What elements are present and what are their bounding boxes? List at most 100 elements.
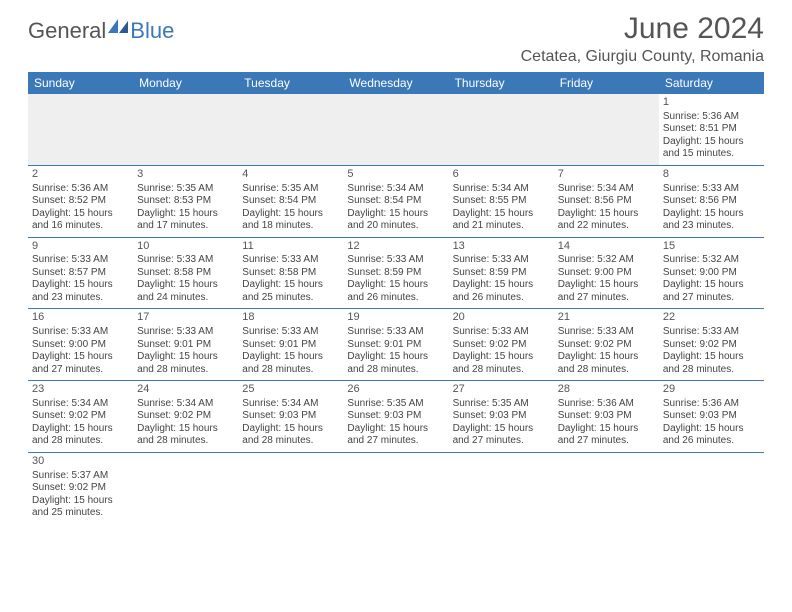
sunrise-line: Sunrise: 5:33 AM [32, 254, 129, 267]
daylight-line: Daylight: 15 hours and 27 minutes. [558, 279, 655, 304]
sunset-line: Sunset: 9:02 PM [137, 410, 234, 423]
calendar-cell: 1Sunrise: 5:36 AMSunset: 8:51 PMDaylight… [659, 94, 764, 165]
calendar-cell: 30Sunrise: 5:37 AMSunset: 9:02 PMDayligh… [28, 452, 133, 523]
calendar-cell: 9Sunrise: 5:33 AMSunset: 8:57 PMDaylight… [28, 237, 133, 309]
sunrise-line: Sunrise: 5:34 AM [32, 398, 129, 411]
location: Cetatea, Giurgiu County, Romania [521, 48, 764, 66]
calendar-cell: 7Sunrise: 5:34 AMSunset: 8:56 PMDaylight… [554, 165, 659, 237]
calendar-cell: 25Sunrise: 5:34 AMSunset: 9:03 PMDayligh… [238, 381, 343, 453]
day-header: Monday [133, 72, 238, 94]
sunrise-line: Sunrise: 5:37 AM [32, 470, 129, 483]
calendar-cell [343, 94, 448, 165]
daylight-line: Daylight: 15 hours and 28 minutes. [137, 351, 234, 376]
sunrise-line: Sunrise: 5:33 AM [137, 326, 234, 339]
logo-text-general: General [28, 18, 106, 44]
sunset-line: Sunset: 9:00 PM [663, 267, 760, 280]
day-number: 1 [663, 96, 760, 110]
daylight-line: Daylight: 15 hours and 27 minutes. [558, 423, 655, 448]
month-title: June 2024 [521, 12, 764, 46]
calendar-cell [133, 94, 238, 165]
calendar-cell: 26Sunrise: 5:35 AMSunset: 9:03 PMDayligh… [343, 381, 448, 453]
calendar-cell: 5Sunrise: 5:34 AMSunset: 8:54 PMDaylight… [343, 165, 448, 237]
day-number: 21 [558, 311, 655, 325]
calendar-cell [238, 452, 343, 523]
day-number: 15 [663, 240, 760, 254]
daylight-line: Daylight: 15 hours and 28 minutes. [242, 423, 339, 448]
calendar-cell: 29Sunrise: 5:36 AMSunset: 9:03 PMDayligh… [659, 381, 764, 453]
sunrise-line: Sunrise: 5:35 AM [453, 398, 550, 411]
sunrise-line: Sunrise: 5:34 AM [137, 398, 234, 411]
sunrise-line: Sunrise: 5:33 AM [663, 183, 760, 196]
day-number: 6 [453, 168, 550, 182]
sunset-line: Sunset: 9:00 PM [558, 267, 655, 280]
sunrise-line: Sunrise: 5:34 AM [242, 398, 339, 411]
calendar-cell: 8Sunrise: 5:33 AMSunset: 8:56 PMDaylight… [659, 165, 764, 237]
sunset-line: Sunset: 8:55 PM [453, 195, 550, 208]
sunset-line: Sunset: 9:02 PM [558, 339, 655, 352]
daylight-line: Daylight: 15 hours and 23 minutes. [32, 279, 129, 304]
calendar-cell: 28Sunrise: 5:36 AMSunset: 9:03 PMDayligh… [554, 381, 659, 453]
day-number: 22 [663, 311, 760, 325]
day-number: 26 [347, 383, 444, 397]
calendar-cell: 22Sunrise: 5:33 AMSunset: 9:02 PMDayligh… [659, 309, 764, 381]
day-number: 17 [137, 311, 234, 325]
sunset-line: Sunset: 8:52 PM [32, 195, 129, 208]
daylight-line: Daylight: 15 hours and 28 minutes. [137, 423, 234, 448]
daylight-line: Daylight: 15 hours and 28 minutes. [558, 351, 655, 376]
calendar-row: 9Sunrise: 5:33 AMSunset: 8:57 PMDaylight… [28, 237, 764, 309]
day-number: 24 [137, 383, 234, 397]
day-number: 27 [453, 383, 550, 397]
daylight-line: Daylight: 15 hours and 26 minutes. [453, 279, 550, 304]
sunrise-line: Sunrise: 5:36 AM [663, 111, 760, 124]
day-number: 30 [32, 455, 129, 469]
sunrise-line: Sunrise: 5:36 AM [558, 398, 655, 411]
day-header: Friday [554, 72, 659, 94]
day-header: Saturday [659, 72, 764, 94]
sunrise-line: Sunrise: 5:33 AM [663, 326, 760, 339]
sunset-line: Sunset: 9:03 PM [453, 410, 550, 423]
daylight-line: Daylight: 15 hours and 28 minutes. [32, 423, 129, 448]
calendar-cell: 14Sunrise: 5:32 AMSunset: 9:00 PMDayligh… [554, 237, 659, 309]
daylight-line: Daylight: 15 hours and 21 minutes. [453, 208, 550, 233]
sunset-line: Sunset: 8:59 PM [347, 267, 444, 280]
day-header: Tuesday [238, 72, 343, 94]
sunset-line: Sunset: 9:01 PM [242, 339, 339, 352]
sunset-line: Sunset: 9:03 PM [663, 410, 760, 423]
daylight-line: Daylight: 15 hours and 18 minutes. [242, 208, 339, 233]
calendar-row: 2Sunrise: 5:36 AMSunset: 8:52 PMDaylight… [28, 165, 764, 237]
calendar-cell [28, 94, 133, 165]
calendar-cell: 20Sunrise: 5:33 AMSunset: 9:02 PMDayligh… [449, 309, 554, 381]
day-header-row: SundayMondayTuesdayWednesdayThursdayFrid… [28, 72, 764, 94]
day-number: 10 [137, 240, 234, 254]
day-number: 11 [242, 240, 339, 254]
header: General Blue June 2024 Cetatea, Giurgiu … [28, 12, 764, 66]
sunrise-line: Sunrise: 5:33 AM [558, 326, 655, 339]
daylight-line: Daylight: 15 hours and 27 minutes. [663, 279, 760, 304]
day-number: 18 [242, 311, 339, 325]
calendar-cell: 2Sunrise: 5:36 AMSunset: 8:52 PMDaylight… [28, 165, 133, 237]
sunrise-line: Sunrise: 5:34 AM [453, 183, 550, 196]
day-header: Sunday [28, 72, 133, 94]
day-number: 7 [558, 168, 655, 182]
calendar-cell: 13Sunrise: 5:33 AMSunset: 8:59 PMDayligh… [449, 237, 554, 309]
calendar-cell: 24Sunrise: 5:34 AMSunset: 9:02 PMDayligh… [133, 381, 238, 453]
calendar-cell: 18Sunrise: 5:33 AMSunset: 9:01 PMDayligh… [238, 309, 343, 381]
calendar-table: SundayMondayTuesdayWednesdayThursdayFrid… [28, 72, 764, 524]
sunrise-line: Sunrise: 5:34 AM [558, 183, 655, 196]
day-number: 12 [347, 240, 444, 254]
calendar-body: 1Sunrise: 5:36 AMSunset: 8:51 PMDaylight… [28, 94, 764, 524]
day-number: 8 [663, 168, 760, 182]
sunrise-line: Sunrise: 5:35 AM [242, 183, 339, 196]
sunset-line: Sunset: 8:56 PM [663, 195, 760, 208]
daylight-line: Daylight: 15 hours and 15 minutes. [663, 136, 760, 161]
sunset-line: Sunset: 9:02 PM [453, 339, 550, 352]
sunrise-line: Sunrise: 5:33 AM [453, 254, 550, 267]
day-number: 16 [32, 311, 129, 325]
sunset-line: Sunset: 8:56 PM [558, 195, 655, 208]
daylight-line: Daylight: 15 hours and 28 minutes. [453, 351, 550, 376]
day-number: 9 [32, 240, 129, 254]
daylight-line: Daylight: 15 hours and 26 minutes. [663, 423, 760, 448]
title-block: June 2024 Cetatea, Giurgiu County, Roman… [521, 12, 764, 66]
calendar-cell [238, 94, 343, 165]
calendar-cell: 19Sunrise: 5:33 AMSunset: 9:01 PMDayligh… [343, 309, 448, 381]
